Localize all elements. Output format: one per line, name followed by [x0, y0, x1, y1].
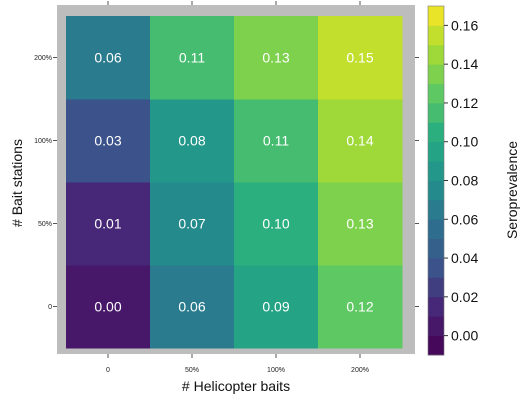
cell-value-label: 0.00	[94, 299, 121, 315]
heatmap-cells	[66, 16, 403, 349]
heatmap-cell	[234, 16, 319, 100]
colorbar-tick-label: 0.06	[451, 211, 478, 227]
heatmap-cell	[234, 182, 319, 266]
y-axis-title: # Bait stations	[9, 139, 25, 227]
colorbar-segment	[428, 316, 444, 337]
heatmap-cell	[66, 99, 151, 183]
cell-value-label: 0.12	[346, 299, 373, 315]
x-tick-label: 50%	[185, 367, 199, 374]
colorbar-segment	[428, 44, 444, 65]
x-tick-label: 200%	[351, 367, 369, 374]
heatmap-cell	[66, 16, 151, 100]
colorbar-tick-label: 0.04	[451, 250, 478, 266]
heatmap-cell	[66, 182, 151, 266]
cell-value-label: 0.11	[263, 133, 289, 149]
cell-value-label: 0.09	[262, 299, 289, 315]
colorbar-segment	[428, 102, 444, 123]
y-tick-label: 200%	[34, 55, 52, 62]
y-tick-label: 50%	[38, 221, 52, 228]
colorbar-segment	[428, 180, 444, 201]
colorbar-tick-label: 0.00	[451, 328, 478, 344]
heatmap-cell	[234, 265, 319, 349]
cell-value-label: 0.06	[178, 299, 205, 315]
colorbar-tick-label: 0.12	[451, 95, 478, 111]
heatmap-cell	[150, 99, 235, 183]
colorbar-segment	[428, 335, 444, 356]
x-tick-label: 0	[106, 367, 110, 374]
y-axis-ticks: 0 50% 100% 200%	[34, 55, 57, 311]
cell-value-label: 0.10	[262, 216, 289, 232]
cell-value-label: 0.13	[262, 50, 289, 66]
colorbar-tick-label: 0.10	[451, 134, 478, 150]
colorbar-segment	[428, 161, 444, 181]
heatmap-cell	[318, 265, 403, 349]
colorbar-segment	[428, 25, 444, 46]
heatmap-cell	[66, 265, 151, 349]
cell-value-label: 0.15	[346, 50, 373, 66]
colorbar-segment	[428, 277, 444, 298]
colorbar-segment	[428, 83, 444, 104]
y-tick-label: 0	[48, 304, 52, 311]
cell-value-label: 0.11	[179, 50, 205, 66]
colorbar-segment	[428, 141, 444, 162]
heatmap-cell	[150, 265, 235, 349]
colorbar: 0.00 0.02 0.04 0.06 0.08 0.10 0.12 0.14 0.16	[427, 5, 478, 356]
colorbar-segment	[428, 199, 444, 220]
colorbar-tick-label: 0.02	[451, 289, 478, 305]
x-axis-title: # Helicopter baits	[182, 378, 290, 394]
heatmap-cell	[150, 16, 235, 100]
cell-value-label: 0.14	[346, 133, 373, 149]
colorbar-tick-label: 0.16	[451, 17, 478, 33]
cell-value-label: 0.07	[178, 216, 205, 232]
heatmap-cell	[150, 182, 235, 266]
colorbar-segment	[428, 296, 444, 317]
y-tick-label: 100%	[34, 138, 52, 145]
heatmap-cell	[318, 99, 403, 183]
heatmap-cell-labels: 0.00 0.06 0.09 0.12 0.01 0.07 0.10 0.13 0.03 0.08…	[94, 50, 373, 315]
colorbar-tick-label: 0.08	[451, 173, 478, 189]
heatmap-cell	[234, 99, 319, 183]
cell-value-label: 0.08	[178, 133, 205, 149]
cell-value-label: 0.03	[94, 133, 121, 149]
cell-value-label: 0.01	[94, 216, 121, 232]
heatmap-cell	[318, 182, 403, 266]
colorbar-segment	[428, 122, 444, 143]
colorbar-segment	[428, 258, 444, 278]
x-axis-ticks: 0 50% 100% 200%	[106, 354, 369, 374]
colorbar-title: Seroprevalence	[504, 141, 520, 239]
heatmap-cell	[318, 16, 403, 100]
colorbar-segment	[428, 219, 444, 240]
colorbar-tick-label: 0.14	[451, 56, 478, 72]
colorbar-segment	[428, 238, 444, 259]
colorbar-segment	[428, 64, 444, 84]
colorbar-segment	[428, 6, 444, 26]
x-tick-label: 100%	[267, 367, 285, 374]
cell-value-label: 0.06	[94, 50, 121, 66]
cell-value-label: 0.13	[346, 216, 373, 232]
